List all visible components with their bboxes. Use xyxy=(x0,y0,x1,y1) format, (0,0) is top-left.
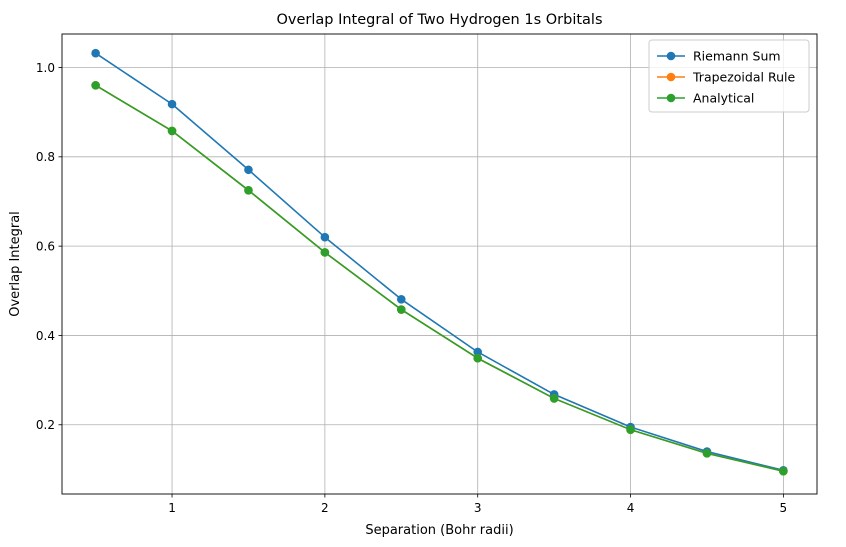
y-tick-label: 0.8 xyxy=(36,150,55,164)
legend-marker xyxy=(666,72,676,82)
legend-item: Trapezoidal Rule xyxy=(657,70,795,85)
legend-item: Analytical xyxy=(657,91,754,106)
ticks: 1 2 3 4 5 0.2 0.4 0.6 0.8 1.0 xyxy=(36,61,787,515)
data-point xyxy=(244,165,253,175)
series-line xyxy=(95,52,784,472)
y-tick-label: 0.6 xyxy=(36,239,55,253)
data-point xyxy=(473,353,483,363)
data-point xyxy=(549,394,559,403)
legend-item: Riemann Sum xyxy=(657,49,781,64)
series-line xyxy=(95,84,784,472)
data-point xyxy=(320,232,330,242)
legend-label: Trapezoidal Rule xyxy=(692,70,795,85)
legend-label: Riemann Sum xyxy=(693,49,781,64)
data-point xyxy=(91,81,100,90)
x-tick-label: 5 xyxy=(780,501,788,515)
data-point xyxy=(244,186,253,195)
legend-box xyxy=(648,39,810,113)
data-point xyxy=(702,449,712,458)
legend: Riemann Sum Trapezoidal Rule Analytical xyxy=(648,39,810,113)
data-point xyxy=(320,248,330,257)
y-tick-label: 0.4 xyxy=(36,329,55,343)
data-point xyxy=(396,305,406,314)
data-point xyxy=(779,466,788,476)
legend-marker xyxy=(666,93,676,103)
legend-marker xyxy=(666,51,676,61)
x-tick-label: 4 xyxy=(627,501,635,515)
series xyxy=(91,48,788,476)
x-tick-label: 2 xyxy=(321,501,329,515)
data-point xyxy=(396,294,406,304)
data-point xyxy=(626,425,635,434)
plot-frame xyxy=(61,33,818,495)
data-point xyxy=(167,126,177,136)
x-axis-label: Separation (Bohr radii) xyxy=(365,523,513,538)
data-point xyxy=(167,99,177,109)
data-point xyxy=(91,48,100,58)
series-analytical xyxy=(91,81,788,476)
y-tick-label: 1.0 xyxy=(36,61,55,75)
x-tick-label: 3 xyxy=(474,501,482,515)
data-point xyxy=(473,347,483,357)
x-tick-label: 1 xyxy=(168,501,176,515)
y-axis-label: Overlap Integral xyxy=(8,211,23,317)
y-tick-label: 0.2 xyxy=(36,418,55,432)
legend-label: Analytical xyxy=(693,91,754,106)
chart-title: Overlap Integral of Two Hydrogen 1s Orbi… xyxy=(276,12,602,28)
